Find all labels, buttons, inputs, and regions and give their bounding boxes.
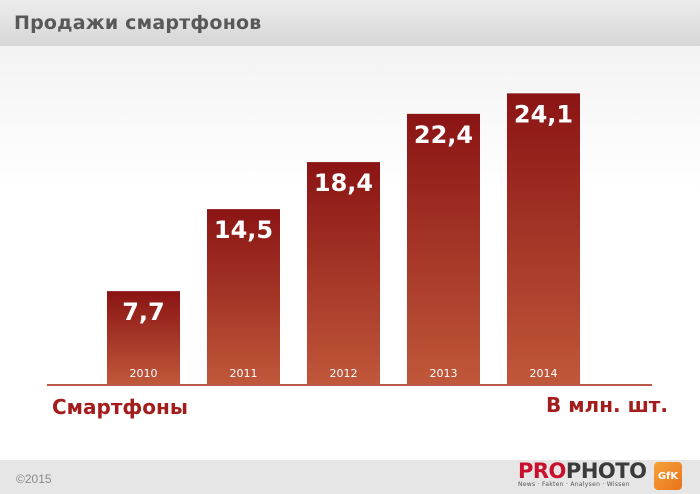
logo-tagline: News · Fakten · Analysen · Wissen bbox=[518, 481, 630, 488]
x-tick-label: 2013 bbox=[430, 367, 458, 380]
x-tick-label: 2014 bbox=[530, 367, 558, 380]
x-tick-label: 2010 bbox=[130, 367, 158, 380]
series-label: Смартфоны bbox=[52, 395, 188, 419]
bar-2013 bbox=[407, 113, 480, 385]
bar-2010 bbox=[107, 291, 180, 384]
footer-band bbox=[0, 460, 700, 494]
logo-photo-text: PHOTO bbox=[565, 459, 647, 483]
bar-2012 bbox=[307, 162, 380, 384]
units-label: В млн. шт. bbox=[545, 393, 668, 417]
bar-value-label: 18,4 bbox=[314, 169, 373, 197]
logo-pro-text: PRO bbox=[518, 459, 566, 483]
x-tick-label: 2012 bbox=[330, 367, 358, 380]
x-tick-label: 2011 bbox=[230, 367, 258, 380]
bar-2011 bbox=[207, 209, 280, 384]
bar-2014 bbox=[507, 93, 580, 384]
bar-chart: 7,7 2010 14,5 2011 18,4 2012 22,4 2013 24,1 2014 bbox=[47, 93, 652, 386]
bar-value-label: 14,5 bbox=[214, 216, 273, 244]
prophoto-logo: PROPHOTO News · Fakten · Analysen · Wiss… bbox=[518, 459, 647, 490]
bar-value-label: 22,4 bbox=[414, 121, 473, 149]
header-band: Продажи смартфонов bbox=[0, 0, 700, 46]
chart-title: Продажи смартфонов bbox=[14, 12, 262, 34]
copyright-text: ©2015 bbox=[16, 472, 52, 486]
gfk-logo: GfK bbox=[654, 462, 682, 490]
chart-area: 7,7 2010 14,5 2011 18,4 2012 22,4 2013 24,1 2014 bbox=[0, 46, 700, 460]
bar-value-label: 7,7 bbox=[122, 298, 165, 326]
bar-value-label: 24,1 bbox=[514, 100, 573, 128]
